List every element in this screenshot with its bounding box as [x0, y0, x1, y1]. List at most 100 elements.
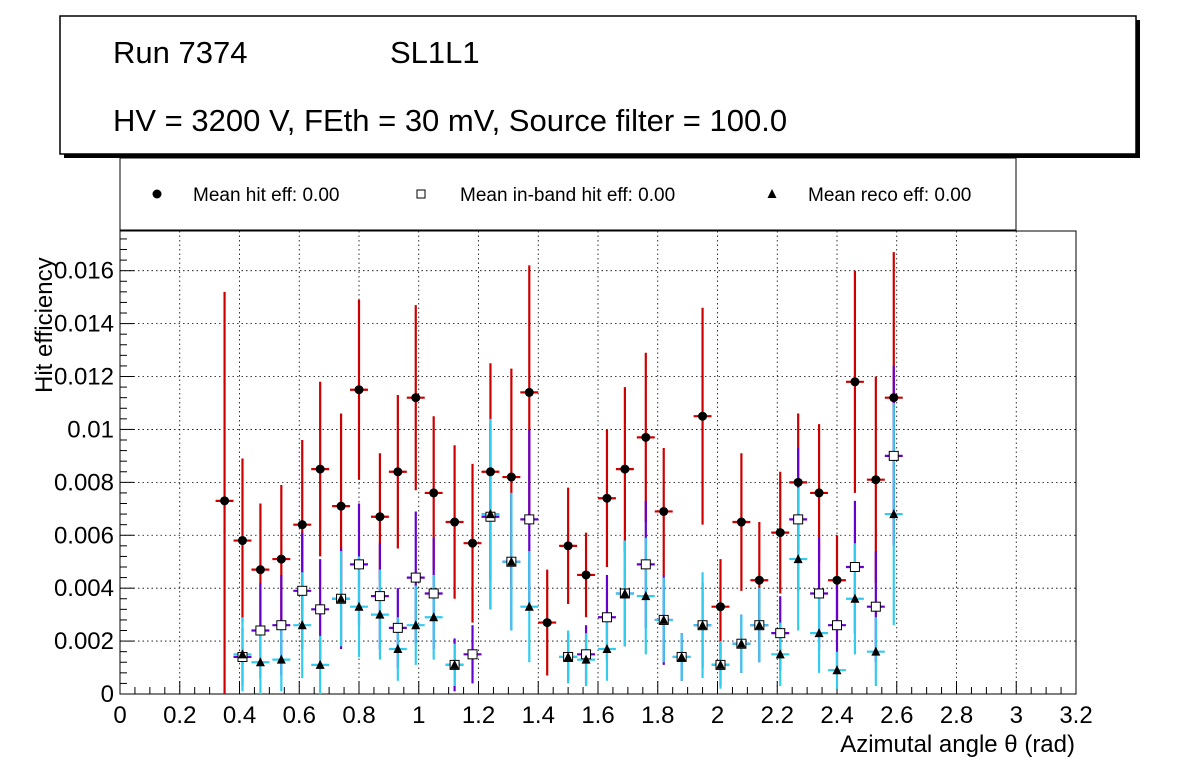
y-tick-label: 0.014 — [54, 311, 114, 338]
y-tick-label: 0.012 — [54, 364, 114, 391]
reco-eff-point — [393, 644, 403, 654]
inband-eff-point — [467, 649, 478, 660]
hit-eff-point — [715, 602, 725, 612]
legend-box — [119, 157, 1017, 231]
x-tick-label: 2 — [711, 702, 724, 729]
y-tick-label: 0.006 — [54, 522, 114, 549]
hit-eff-point — [315, 464, 325, 474]
reco-eff-point — [871, 646, 881, 656]
hit-eff-point — [698, 411, 708, 421]
reco-eff-point — [315, 659, 325, 669]
legend-inband-label: Mean in-band hit eff: 0.00 — [460, 185, 675, 206]
reco-eff-point — [715, 659, 725, 669]
reco-eff-point — [814, 628, 824, 638]
reco-eff-point — [677, 651, 687, 661]
hit-eff-point — [524, 387, 534, 397]
y-tick-label: 0.002 — [54, 628, 114, 655]
x-tick-label: 1.8 — [641, 702, 674, 729]
inband-eff-point — [315, 604, 326, 615]
reco-eff-point — [698, 620, 708, 630]
reco-eff-point — [375, 609, 385, 619]
reco-eff-point — [485, 509, 495, 519]
inband-eff-point — [832, 620, 842, 631]
y-tick-label: 0.016 — [54, 258, 114, 285]
y-tick-label: 0.008 — [54, 469, 114, 496]
x-tick-label: 1.6 — [581, 702, 614, 729]
x-tick-label: 0 — [113, 702, 126, 729]
hit-eff-point — [814, 488, 824, 498]
reco-eff-point — [620, 588, 630, 598]
reco-eff-point — [336, 593, 346, 603]
reco-eff-point — [524, 601, 534, 611]
inband-eff-point — [392, 622, 403, 633]
hit-eff-point — [468, 538, 478, 548]
hit-eff-point — [659, 506, 669, 516]
reco-eff-point — [793, 554, 803, 564]
hit-eff-point — [793, 477, 803, 487]
reco-eff-point — [411, 620, 421, 630]
inband-eff-point — [354, 559, 364, 570]
reco-eff-point — [255, 657, 265, 667]
axes: 0 0.2 0.4 0.6 0.8 1 1.2 1.4 1.6 1.8 2 2.2 2.4 2.6 2.8 3… — [54, 238, 1093, 729]
reco-eff-point — [736, 638, 746, 648]
hit-eff-point — [485, 467, 495, 477]
reco-eff-point — [276, 654, 286, 664]
reco-eff-point — [659, 614, 669, 624]
inband-eff-point — [428, 588, 439, 599]
reco-eff-point — [832, 665, 842, 675]
y-tick-label: 0 — [101, 681, 114, 708]
legend-circle-marker — [152, 189, 162, 199]
legend-reco-label: Mean reco eff: 0.00 — [808, 185, 971, 206]
plot-frame — [119, 230, 1077, 695]
inband-eff-point — [601, 612, 612, 623]
hit-eff-point — [889, 393, 899, 403]
x-tick-label: 3 — [1010, 702, 1023, 729]
inband-eff-point — [814, 588, 825, 599]
inband-eff-point — [775, 628, 786, 639]
hit-eff-point — [336, 501, 346, 511]
inband-eff-point — [276, 620, 287, 631]
inband-eff-point — [849, 562, 860, 573]
hit-eff-point — [220, 496, 230, 506]
reco-eff-point — [563, 651, 573, 661]
x-tick-label: 2.6 — [880, 702, 913, 729]
y-tick-label: 0.004 — [54, 575, 114, 602]
hit-eff-point — [393, 467, 403, 477]
conditions-label: HV = 3200 V, FEth = 30 mV, Source filter… — [113, 103, 787, 138]
x-tick-label: 2.4 — [820, 702, 853, 729]
x-tick-label: 0.4 — [223, 702, 256, 729]
hit-eff-point — [429, 488, 439, 498]
reco-eff-point — [775, 649, 785, 659]
layer-label: SL1L1 — [390, 35, 480, 70]
x-tick-label: 0.8 — [342, 702, 375, 729]
legend-square-marker — [416, 189, 426, 199]
hit-eff-point — [354, 385, 364, 395]
reco-eff-point — [850, 593, 860, 603]
hit-eff-point — [754, 575, 764, 585]
legend-triangle-marker — [767, 189, 777, 198]
hit-eff-point — [581, 570, 591, 580]
inband-eff-point — [640, 559, 651, 570]
hit-eff-point — [602, 493, 612, 503]
y-axis-title: Hit efficiency — [31, 257, 58, 393]
grid-lines — [120, 231, 1076, 694]
hit-eff-point — [832, 575, 842, 585]
inband-eff-point — [888, 450, 899, 461]
hit-eff-point — [563, 541, 573, 551]
inband-eff-point — [255, 625, 266, 636]
hit-eff-point — [620, 464, 630, 474]
inband-eff-point — [297, 585, 308, 596]
hit-eff-point — [297, 520, 307, 530]
y-tick-label: 0.01 — [67, 416, 114, 443]
data-markers — [220, 377, 899, 675]
x-tick-label: 1.4 — [522, 702, 555, 729]
hit-eff-point — [775, 528, 785, 538]
reco-eff-point — [354, 601, 364, 611]
run-label: Run 7374 — [113, 35, 247, 70]
hit-eff-point — [276, 554, 286, 564]
inband-eff-point — [793, 514, 804, 525]
reco-eff-point — [297, 620, 307, 630]
reco-eff-point — [641, 591, 651, 601]
inband-eff-point — [410, 572, 421, 583]
